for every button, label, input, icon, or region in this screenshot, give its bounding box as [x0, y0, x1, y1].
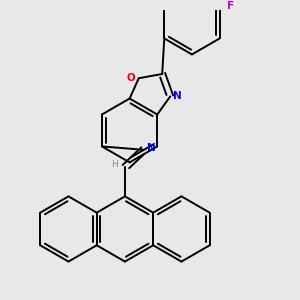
Text: H: H — [111, 160, 118, 169]
Text: F: F — [227, 1, 234, 10]
Text: N: N — [147, 143, 155, 153]
Text: N: N — [173, 91, 182, 101]
Text: O: O — [127, 73, 136, 82]
